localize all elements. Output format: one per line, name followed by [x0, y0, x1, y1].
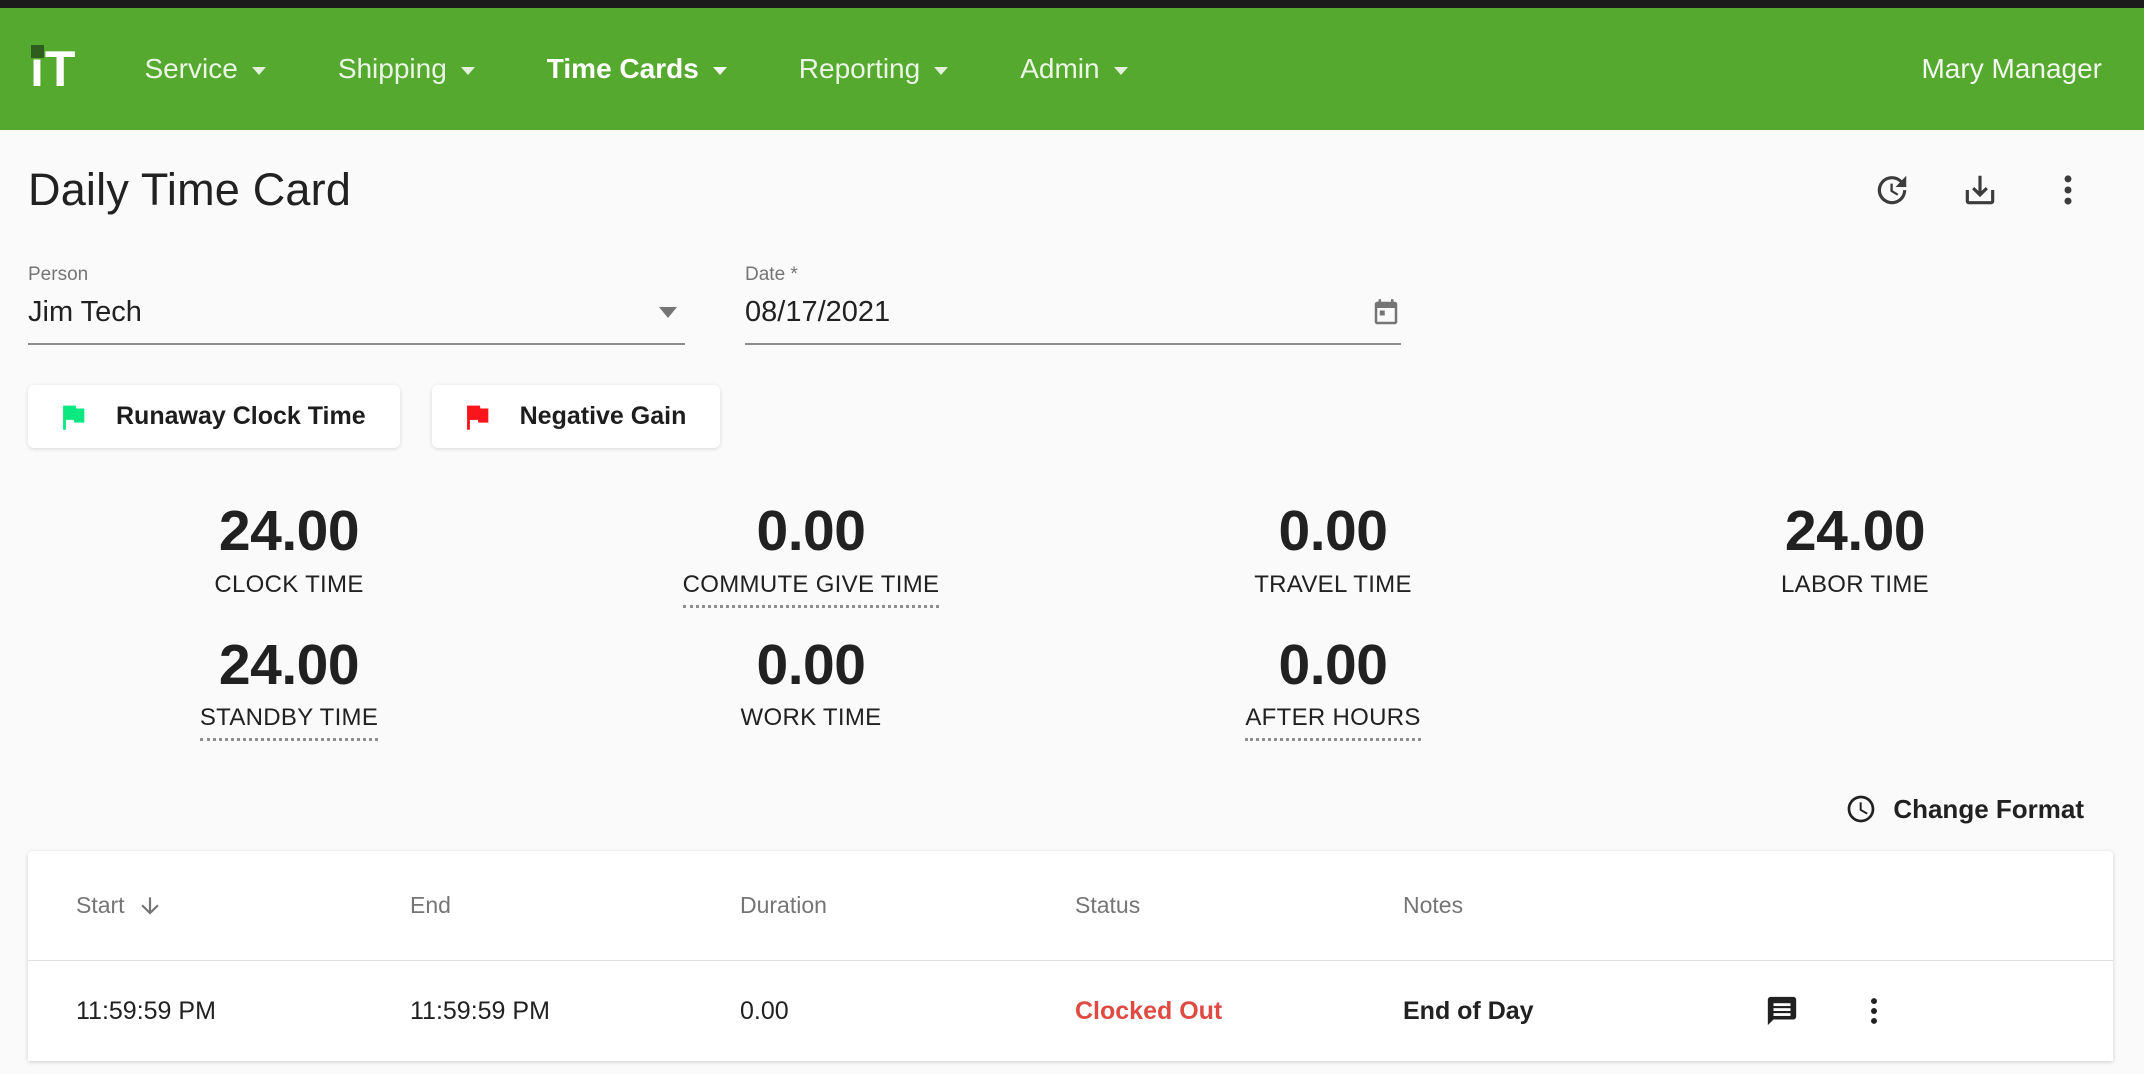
- download-button[interactable]: [1960, 170, 2000, 210]
- nav-item-shipping[interactable]: Shipping: [338, 53, 475, 85]
- table-row: 11:59:59 PM 11:59:59 PM 0.00 Clocked Out…: [28, 961, 2113, 1061]
- flag-chip-runaway-clock-time[interactable]: Runaway Clock Time: [28, 385, 400, 448]
- stat-label: TRAVEL TIME: [1254, 570, 1412, 598]
- chevron-down-icon: [251, 66, 266, 75]
- nav-item-label: Service: [144, 53, 238, 84]
- column-header-status[interactable]: Status: [1075, 892, 1403, 919]
- page-content: Daily Time Card Person Jim T: [0, 164, 2144, 1062]
- clock-icon: [1845, 793, 1877, 825]
- flag-chip-negative-gain[interactable]: Negative Gain: [431, 385, 721, 448]
- stat-value: 24.00: [218, 499, 360, 563]
- window-top-strip: [0, 0, 2144, 8]
- stat-after-hours: 0.00 AFTER HOURS: [1072, 632, 1594, 742]
- nav-item-time-cards[interactable]: Time Cards: [547, 53, 727, 85]
- cell-status: Clocked Out: [1075, 996, 1223, 1025]
- flag-icon: [56, 400, 90, 434]
- column-header-label: Status: [1075, 892, 1141, 919]
- stat-value: 0.00: [1278, 499, 1388, 563]
- nav-item-label: Admin: [1020, 53, 1100, 84]
- nav-item-reporting[interactable]: Reporting: [798, 53, 949, 85]
- column-header-duration[interactable]: Duration: [740, 892, 1075, 919]
- history-icon: [1873, 171, 1911, 209]
- chevron-down-icon: [712, 66, 727, 75]
- nav-item-label: Shipping: [337, 53, 447, 84]
- comment-icon: [1765, 994, 1799, 1028]
- stat-label: LABOR TIME: [1781, 570, 1929, 598]
- stat-value: 0.00: [756, 632, 866, 697]
- change-format-label: Change Format: [1893, 793, 2084, 824]
- chevron-down-icon: [1113, 66, 1128, 75]
- nav-item-service[interactable]: Service: [144, 53, 266, 85]
- column-header-start[interactable]: Start: [76, 892, 410, 919]
- comment-button[interactable]: [1760, 989, 1804, 1033]
- date-label: Date *: [745, 264, 798, 285]
- dropdown-arrow-icon: [659, 307, 677, 318]
- stat-label: CLOCK TIME: [214, 570, 364, 598]
- app-logo[interactable]: ıT: [30, 44, 76, 94]
- cell-start: 11:59:59 PM: [76, 996, 216, 1025]
- flag-chip-label: Runaway Clock Time: [116, 402, 366, 430]
- date-value: 08/17/2021: [745, 296, 891, 328]
- chevron-down-icon: [934, 66, 949, 75]
- filters: Person Jim Tech Date * 08/17/2021: [28, 264, 2116, 345]
- download-icon: [1961, 171, 1999, 209]
- flag-chip-label: Negative Gain: [519, 402, 687, 430]
- page-title: Daily Time Card: [28, 164, 352, 215]
- stat-standby-time: 24.00 STANDBY TIME: [28, 632, 550, 742]
- cell-duration: 0.00: [740, 996, 789, 1025]
- column-header-label: End: [410, 892, 451, 919]
- stat-value: 24.00: [218, 632, 360, 697]
- time-entries-table: Start End Duration Status Notes 11:59:59…: [28, 851, 2113, 1062]
- column-header-notes[interactable]: Notes: [1403, 892, 1760, 919]
- current-user[interactable]: Mary Manager: [1921, 53, 2102, 84]
- main-navbar: ıT Service Shipping Time Cards Reporting…: [0, 8, 2144, 130]
- change-format-button[interactable]: Change Format: [28, 793, 2116, 825]
- column-header-end[interactable]: End: [410, 892, 740, 919]
- stat-value: 0.00: [756, 499, 866, 563]
- cell-notes: End of Day: [1403, 996, 1534, 1025]
- column-header-label: Duration: [740, 892, 827, 919]
- nav-menu: Service Shipping Time Cards Reporting Ad…: [144, 53, 1128, 85]
- cell-end: 11:59:59 PM: [410, 996, 550, 1025]
- stat-value: 0.00: [1278, 632, 1388, 697]
- history-button[interactable]: [1872, 170, 1912, 210]
- stat-clock-time: 24.00 CLOCK TIME: [28, 500, 550, 608]
- date-field[interactable]: Date * 08/17/2021: [745, 264, 1401, 345]
- column-header-label: Start: [76, 892, 125, 919]
- stat-label[interactable]: AFTER HOURS: [1245, 704, 1421, 742]
- table-header-row: Start End Duration Status Notes: [28, 851, 2113, 962]
- stat-travel-time: 0.00 TRAVEL TIME: [1072, 500, 1594, 608]
- flag-chips: Runaway Clock Time Negative Gain: [28, 385, 2116, 448]
- more-vertical-icon: [1857, 994, 1891, 1028]
- flag-icon: [460, 400, 494, 434]
- page-header: Daily Time Card: [28, 164, 2116, 216]
- person-value: Jim Tech: [28, 296, 142, 328]
- row-more-menu-button[interactable]: [1852, 989, 1896, 1033]
- page-actions: [1872, 170, 2116, 210]
- stat-work-time: 0.00 WORK TIME: [550, 632, 1072, 742]
- chevron-down-icon: [460, 66, 475, 75]
- sort-descending-icon: [137, 893, 163, 919]
- stat-label: WORK TIME: [740, 704, 882, 732]
- stat-label[interactable]: STANDBY TIME: [199, 704, 379, 742]
- more-vertical-icon: [2049, 171, 2087, 209]
- nav-item-label: Time Cards: [546, 53, 699, 84]
- person-select[interactable]: Person Jim Tech: [28, 264, 685, 345]
- stat-commute-give-time: 0.00 COMMUTE GIVE TIME: [550, 500, 1072, 608]
- nav-item-admin[interactable]: Admin: [1020, 53, 1128, 85]
- stat-labor-time: 24.00 LABOR TIME: [1594, 500, 2116, 608]
- calendar-icon[interactable]: [1371, 298, 1401, 328]
- nav-item-label: Reporting: [798, 53, 921, 84]
- person-label: Person: [28, 264, 89, 285]
- logo-dot: [31, 45, 44, 58]
- more-menu-button[interactable]: [2048, 170, 2088, 210]
- stat-value: 24.00: [1784, 499, 1926, 563]
- time-summary: 24.00 CLOCK TIME 0.00 COMMUTE GIVE TIME …: [28, 500, 2116, 742]
- stat-label[interactable]: COMMUTE GIVE TIME: [682, 571, 940, 608]
- column-header-label: Notes: [1403, 892, 1464, 919]
